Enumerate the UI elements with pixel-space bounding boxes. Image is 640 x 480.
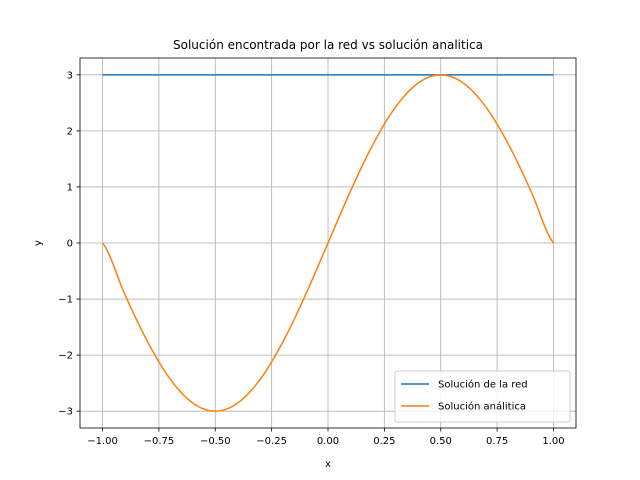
x-axis-label: x [325, 459, 331, 470]
y-tick-label: −3 [58, 407, 73, 418]
x-tick-label: 0.00 [317, 436, 339, 447]
series-line-2 [101, 74, 555, 412]
x-tick-label: −1.00 [87, 436, 118, 447]
x-tick-label: 0.25 [373, 436, 395, 447]
legend-entry: Solución análitica [438, 401, 526, 413]
x-tick-label: −0.50 [200, 436, 231, 447]
legend: Solución de la red Solución análitica [394, 370, 571, 423]
y-tick-label: 2 [67, 126, 73, 137]
y-tick-label: −2 [58, 351, 73, 362]
chart-title: Solución encontrada por la red vs soluci… [173, 38, 483, 52]
plot-series [101, 74, 555, 412]
y-tick-label: 3 [67, 70, 73, 81]
x-tick-label: −0.75 [144, 436, 175, 447]
x-tick-label: 1.00 [542, 436, 564, 447]
y-tick-label: 1 [67, 182, 73, 193]
x-tick-label: 0.75 [486, 436, 508, 447]
legend-entry: Solución de la red [438, 379, 528, 391]
y-tick-label: −1 [58, 295, 73, 306]
y-tick-label: 0 [67, 239, 73, 250]
x-axis-ticks: −1.00 −0.75 −0.50 −0.25 0.00 0.25 0.50 0.75 1.00 [87, 428, 565, 447]
x-tick-label: −0.25 [256, 436, 287, 447]
x-tick-label: 0.50 [430, 436, 452, 447]
legend-box [394, 370, 571, 423]
y-axis-label: y [33, 240, 44, 246]
y-axis-ticks: −3 −2 −1 0 1 2 3 [58, 70, 80, 418]
